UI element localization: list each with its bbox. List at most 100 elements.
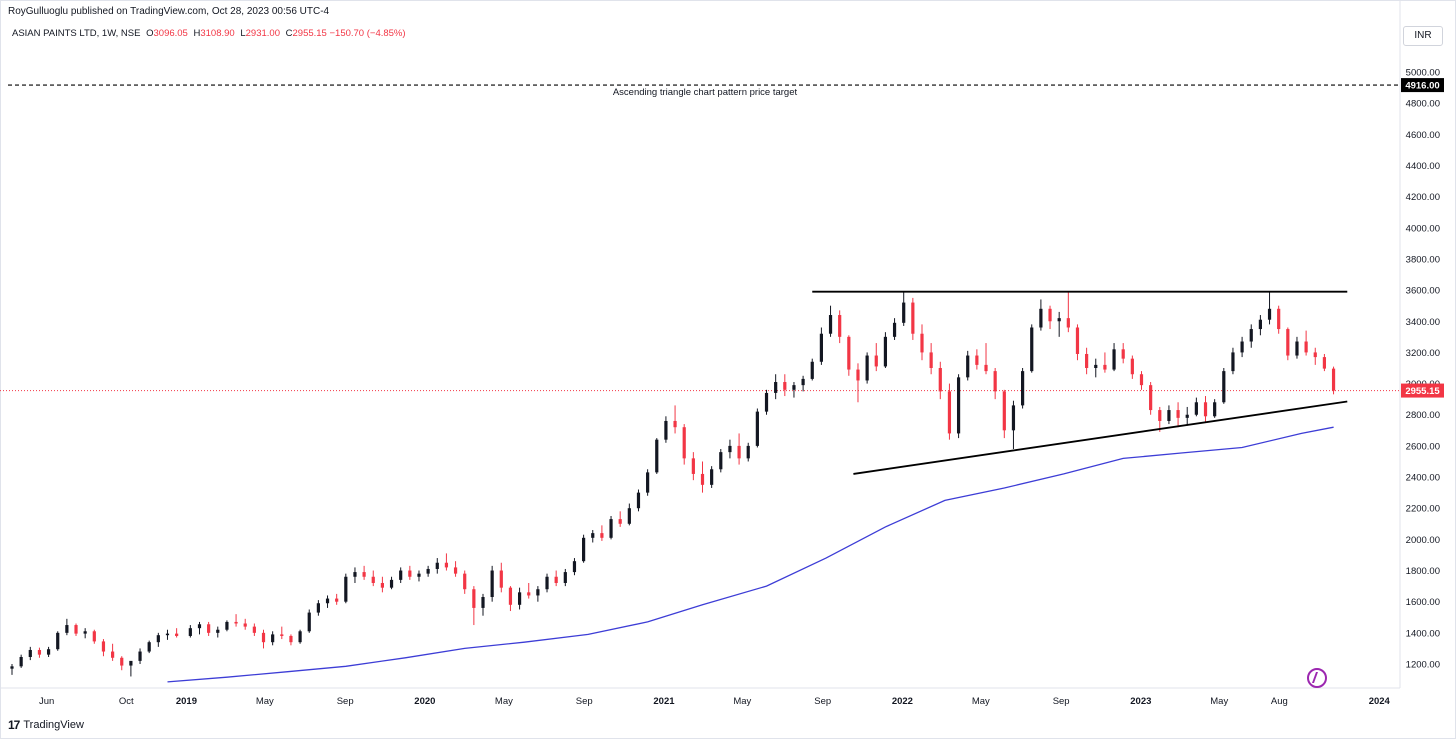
candle-body	[609, 519, 613, 538]
candle-body	[993, 371, 997, 392]
candle-body	[1002, 391, 1006, 431]
candle-body	[481, 597, 485, 608]
y-tick-label: 4800.00	[1406, 99, 1440, 110]
candle-body	[65, 625, 69, 633]
candle-body	[463, 573, 467, 590]
high-value: 3108.90	[200, 28, 235, 39]
candle-body	[289, 635, 293, 643]
candle-body	[389, 579, 394, 588]
candle-body	[517, 592, 522, 605]
candle-body	[83, 631, 87, 634]
candle-body	[1267, 308, 1272, 320]
x-tick-label: 2019	[176, 696, 197, 707]
candle-body	[728, 445, 732, 453]
candle-body	[1240, 341, 1244, 353]
candle-body	[280, 634, 284, 636]
candle-body	[111, 651, 115, 658]
x-tick-label: Sep	[1053, 696, 1070, 707]
candle-body	[1066, 318, 1070, 328]
candle-body	[19, 656, 23, 667]
candle-body	[1249, 329, 1253, 342]
candle-body	[1130, 358, 1134, 375]
x-tick-label: May	[972, 696, 990, 707]
candle-body	[472, 589, 476, 608]
candle-body	[710, 469, 714, 485]
candle-body	[1277, 308, 1281, 330]
candle-body	[801, 378, 805, 386]
low-label: L	[240, 28, 246, 39]
candle-body	[120, 657, 124, 666]
candle-body	[810, 361, 814, 379]
candle-body	[1194, 402, 1198, 415]
candle-body	[362, 572, 366, 577]
candle-body	[737, 445, 741, 459]
y-tick-label: 2800.00	[1406, 410, 1440, 421]
y-tick-label: 2400.00	[1406, 473, 1440, 484]
candle-body	[1167, 410, 1171, 421]
candle-body	[307, 612, 311, 632]
open-label: O	[146, 28, 154, 39]
candle-body	[56, 632, 60, 650]
candle-body	[271, 634, 275, 643]
candle-body	[1203, 402, 1208, 417]
candle-body	[847, 336, 851, 370]
symbol-legend: ASIAN PAINTS LTD, 1W, NSE O3096.05 H3108…	[12, 28, 406, 39]
candle-body	[325, 598, 330, 604]
x-tick-label: Sep	[337, 696, 354, 707]
x-tick-label: Oct	[119, 696, 134, 707]
candle-body	[197, 624, 202, 629]
y-tick-label: 3800.00	[1406, 254, 1440, 265]
candle-body	[691, 458, 695, 474]
candle-body	[147, 642, 151, 652]
candle-body	[138, 651, 142, 661]
replay-icon[interactable]	[1307, 668, 1327, 688]
x-tick-label: 2021	[653, 696, 675, 707]
candle-body	[1057, 318, 1061, 322]
x-tick-label: Jun	[39, 696, 54, 707]
candle-body	[627, 508, 631, 524]
candle-body	[700, 473, 705, 485]
x-tick-label: May	[733, 696, 751, 707]
candle-body	[1030, 327, 1034, 372]
candle-body	[243, 623, 247, 627]
candle-body	[1020, 371, 1025, 406]
candle-body	[838, 315, 842, 337]
y-tick-label: 5000.00	[1406, 68, 1440, 79]
candle-body	[1313, 352, 1317, 358]
y-tick-label: 4200.00	[1406, 192, 1440, 203]
x-tick-label: Aug	[1271, 696, 1288, 707]
candle-body	[1176, 410, 1180, 418]
support-line	[853, 400, 1348, 475]
y-tick-label: 4600.00	[1406, 130, 1440, 141]
y-tick-label: 4000.00	[1406, 223, 1440, 234]
candle-body	[165, 633, 170, 636]
low-value: 2931.00	[245, 28, 280, 39]
candle-body	[261, 632, 266, 643]
candle-body	[956, 377, 961, 434]
x-tick-label: May	[256, 696, 274, 707]
candle-body	[536, 589, 540, 596]
candle-body	[46, 649, 51, 655]
currency-button[interactable]: INR	[1403, 26, 1443, 46]
candle-body	[892, 322, 897, 337]
publisher-caption: RoyGulluoglu published on TradingView.co…	[8, 6, 330, 17]
x-tick-label: Sep	[576, 696, 593, 707]
candle-body	[673, 420, 677, 428]
candle-body	[234, 621, 238, 624]
candle-body	[444, 562, 449, 568]
candle-body	[1103, 364, 1107, 370]
candle-body	[554, 576, 558, 583]
tradingview-brand: 17 TradingView	[8, 718, 84, 732]
candle-body	[353, 572, 357, 577]
candle-body	[74, 625, 78, 634]
candle-body	[1331, 368, 1336, 391]
candle-body	[499, 570, 503, 588]
target-price-tag	[1401, 78, 1444, 93]
candle-body	[1011, 405, 1016, 431]
candle-body	[755, 411, 759, 446]
candle-body	[1295, 341, 1299, 356]
candle-body	[1149, 385, 1153, 411]
target-annotation: Ascending triangle chart pattern price t…	[613, 87, 798, 98]
tradingview-logo-icon: 17	[8, 718, 20, 732]
